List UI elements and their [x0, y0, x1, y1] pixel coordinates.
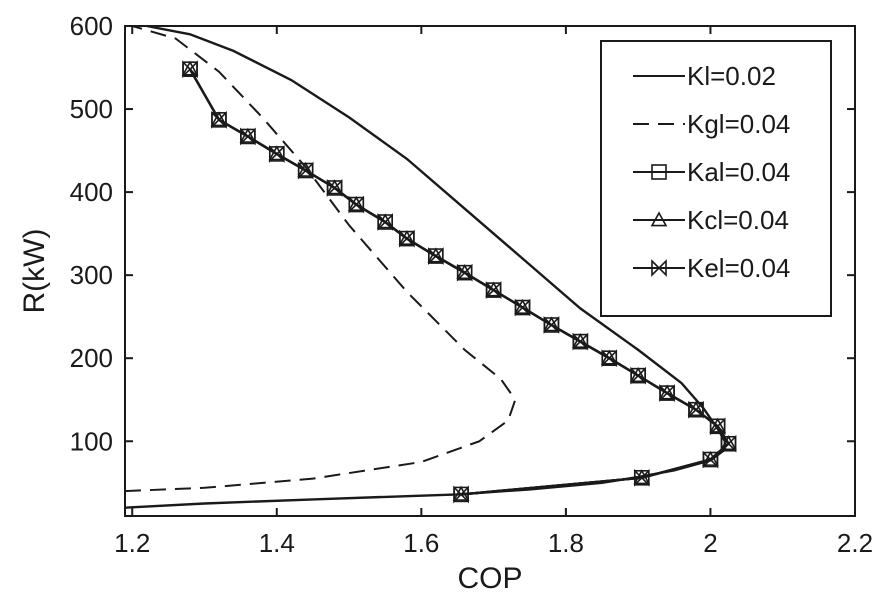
data-point-marker [720, 434, 737, 453]
legend-label: Kcl=0.04 [687, 205, 789, 235]
legend: Kl=0.02 Kgl=0.04 Kal=0.04 Kcl=0.04 Kel=0.04 [600, 40, 832, 317]
data-point-marker [658, 384, 676, 400]
y-tick-label: 500 [70, 94, 113, 124]
data-point-marker [601, 349, 618, 368]
data-point-marker [182, 60, 198, 79]
data-point-marker [326, 179, 343, 197]
x-tick-label: 1.8 [548, 528, 584, 558]
y-tick-label: 600 [70, 11, 113, 41]
data-point-marker [514, 298, 531, 317]
data-point-marker [376, 213, 394, 229]
y-tick-label: 100 [70, 426, 113, 456]
data-point-marker [688, 400, 704, 419]
data-point-marker [659, 384, 675, 403]
data-point-marker [297, 161, 314, 180]
y-axis-title: R(kW) [18, 229, 51, 314]
legend-marker [650, 211, 668, 227]
y-tick-label: 200 [70, 343, 113, 373]
x-tick-label: 1.2 [114, 528, 150, 558]
data-point-marker [398, 229, 416, 246]
legend-label: Kgl=0.04 [687, 109, 790, 139]
series-line [124, 25, 517, 493]
data-point-marker [347, 195, 365, 211]
data-point-marker [268, 145, 286, 161]
legend-label: Kel=0.04 [687, 253, 790, 283]
x-tick-label: 2 [703, 528, 717, 558]
data-point-marker [210, 111, 228, 127]
data-point-marker [326, 179, 343, 195]
data-point-marker [709, 417, 726, 436]
data-point-marker [377, 213, 393, 231]
legend-marker [651, 164, 667, 180]
data-point-marker [456, 263, 473, 282]
legend-label: Kl=0.02 [687, 61, 776, 91]
series-2 [124, 25, 517, 493]
series-5 [182, 60, 737, 504]
data-point-marker [709, 417, 727, 433]
data-point-marker [630, 366, 646, 385]
data-point-marker [348, 195, 365, 214]
data-point-marker [629, 366, 647, 383]
legend-marker [651, 259, 667, 277]
data-point-marker [181, 60, 199, 76]
legend-label: Kal=0.04 [687, 157, 790, 187]
x-tick-label: 1.4 [259, 528, 295, 558]
y-tick-label: 400 [70, 177, 113, 207]
data-point-marker [399, 229, 415, 248]
data-point-marker [514, 298, 531, 314]
data-point-marker [720, 435, 737, 451]
x-axis-title: COP [457, 562, 522, 595]
data-point-marker [702, 450, 719, 466]
data-point-marker [543, 316, 560, 334]
legend-frame [600, 40, 832, 317]
data-point-marker [240, 127, 256, 146]
data-point-marker [268, 144, 285, 163]
x-tick-label: 1.6 [403, 528, 439, 558]
data-point-marker [211, 110, 227, 129]
data-point-marker [633, 468, 650, 487]
data-point-marker [572, 332, 589, 351]
x-tick-label: 2.2 [837, 528, 873, 558]
y-tick-label: 300 [70, 260, 113, 290]
data-point-marker [427, 247, 444, 265]
plot-area-frame [124, 25, 856, 517]
data-point-marker [453, 485, 469, 504]
data-point-marker [485, 281, 502, 300]
data-point-marker [702, 450, 719, 469]
